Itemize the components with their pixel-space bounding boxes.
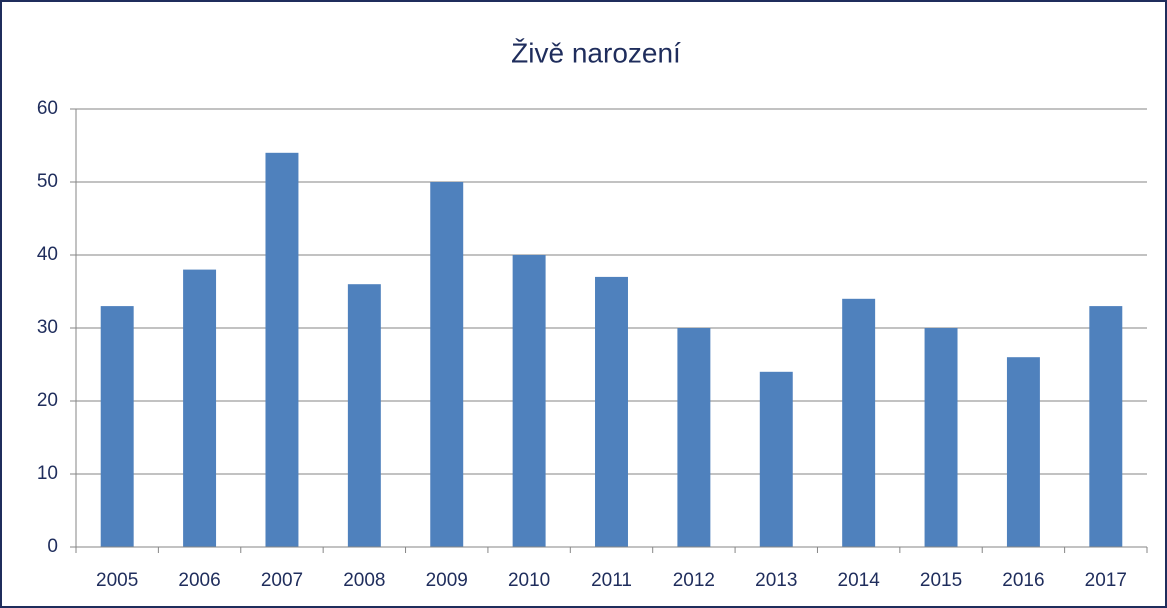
- bar: [347, 284, 381, 547]
- bar: [183, 269, 217, 547]
- y-tick-label: 50: [37, 171, 58, 192]
- x-tick-label: 2011: [591, 570, 632, 591]
- x-tick-label: 2006: [178, 570, 220, 591]
- y-tick-label: 40: [37, 244, 58, 265]
- bar: [512, 255, 546, 547]
- bar: [924, 328, 958, 547]
- bar: [265, 152, 299, 548]
- y-tick-label: 20: [37, 390, 58, 411]
- bar: [677, 328, 711, 547]
- y-tick-label: 0: [47, 536, 58, 557]
- x-tick-label: 2009: [426, 570, 468, 591]
- bar: [759, 371, 793, 547]
- x-tick-label: 2010: [508, 570, 550, 591]
- bar: [842, 298, 876, 547]
- x-tick-label: 2005: [96, 570, 138, 591]
- y-tick-label: 10: [37, 463, 58, 484]
- bar: [595, 276, 628, 547]
- x-tick-label: 2007: [261, 570, 303, 591]
- x-tick-label: 2013: [755, 570, 797, 591]
- x-tick-label: 2008: [343, 570, 385, 591]
- bar: [1006, 357, 1040, 547]
- x-tick-label: 2016: [1002, 570, 1044, 591]
- x-tick-label: 2012: [673, 570, 715, 591]
- y-tick-label: 60: [37, 98, 58, 119]
- bar: [100, 306, 134, 547]
- y-tick-label: 30: [37, 317, 58, 338]
- bar: [430, 182, 464, 547]
- x-tick-label: 2014: [838, 570, 881, 591]
- chart-title: Živě narození: [511, 37, 681, 68]
- x-tick-label: 2017: [1085, 570, 1127, 591]
- bar: [1089, 306, 1123, 547]
- x-tick-label: 2015: [920, 570, 962, 591]
